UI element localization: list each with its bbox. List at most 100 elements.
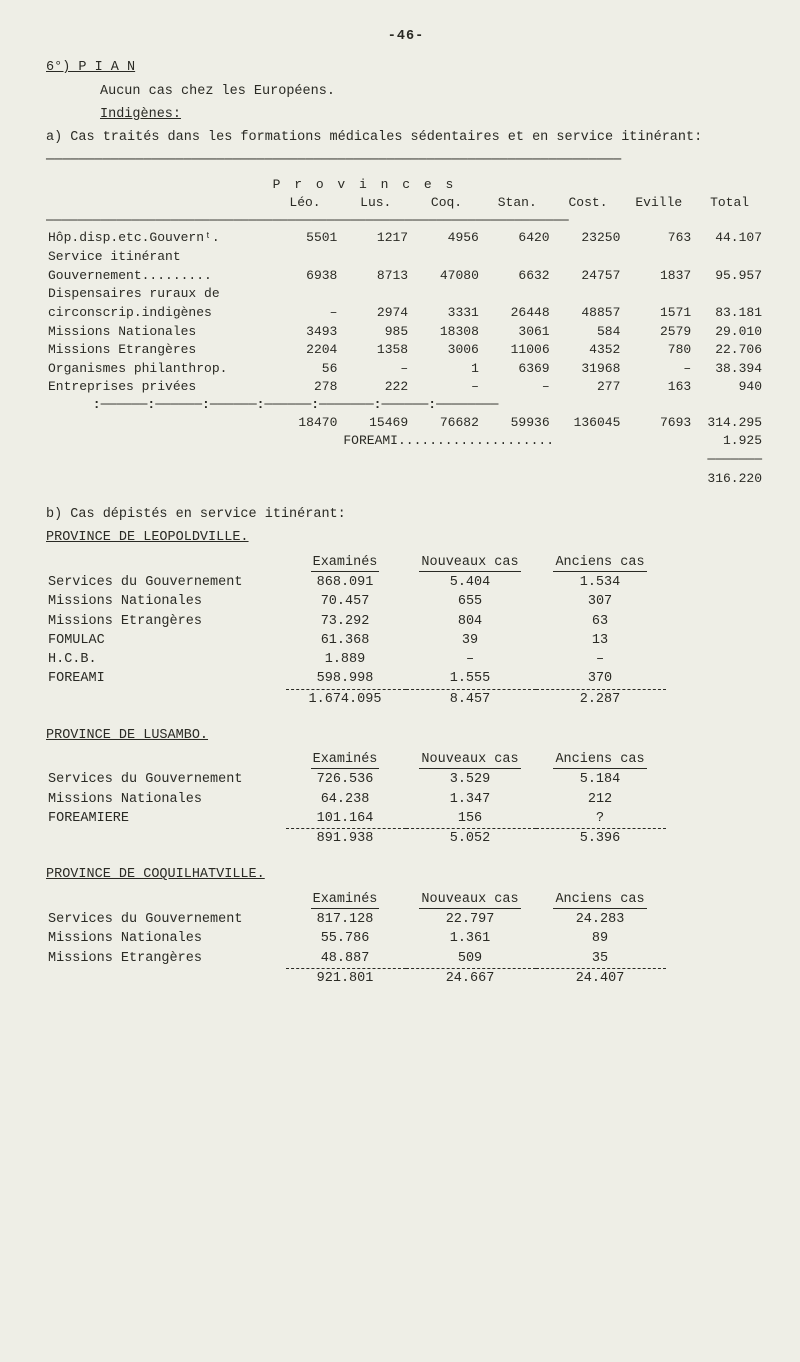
table-row: Missions Etrangères220413583006110064352… [46,341,766,360]
cell: 31968 [554,360,625,379]
cell: 1358 [341,341,412,360]
lus-s3: 5.396 [536,829,666,849]
row-label: Services du Gouvernement [46,573,286,592]
cell [624,248,695,267]
leo-s3: 2.287 [536,689,666,709]
prov-leo-table: Examinés Nouveaux cas Anciens cas Servic… [46,553,666,709]
tot-leo: 18470 [271,414,342,433]
row-label: Gouvernement......... [46,267,271,286]
row-label: Missions Nationales [46,790,286,809]
cell: 3331 [412,304,483,323]
cell: 940 [695,378,766,397]
cell: 70.457 [286,592,406,611]
table-row: Hôp.disp.etc.Gouvernᵗ.550112174956642023… [46,229,766,248]
cell: 73.292 [286,612,406,631]
cell: 1 [412,360,483,379]
cell: 763 [624,229,695,248]
cell: 4956 [412,229,483,248]
coq-h2: Nouveaux cas [406,890,536,910]
tot-eville: 7693 [624,414,695,433]
hdr-cost: Cost. [554,194,625,213]
b-heading: b) Cas dépistés en service itinérant: [46,506,766,523]
row-label: Entreprises privées [46,378,271,397]
cell: 64.238 [286,790,406,809]
cell: 307 [536,592,666,611]
cell: 24.283 [536,910,666,929]
cell: 3.529 [406,770,536,789]
cell: 101.164 [286,809,406,829]
cell: 985 [341,323,412,342]
table-row: Services du Gouvernement817.12822.79724.… [46,910,666,929]
cell: – [483,378,554,397]
rule-top: ────────────────────────────────────────… [46,152,766,169]
cell: 222 [341,378,412,397]
cell: 817.128 [286,910,406,929]
table-row: Missions Etrangères48.88750935 [46,949,666,969]
row-label: Missions Nationales [46,929,286,948]
cell: 278 [271,378,342,397]
cell: 23250 [554,229,625,248]
cell: 83.181 [695,304,766,323]
cell: 1.534 [536,573,666,592]
row-label: Missions Etrangères [46,341,271,360]
prov-leo-title: PROVINCE DE LEOPOLDVILLE. [46,530,249,545]
cell: 6369 [483,360,554,379]
lus-h3: Anciens cas [536,750,666,770]
cell: 35 [536,949,666,969]
table-row: Gouvernement.........6938871347080663224… [46,267,766,286]
grand-total: 316.220 [695,470,766,489]
row-label: circonscrip.indigènes [46,304,271,323]
leo-h2: Nouveaux cas [406,553,536,573]
cell: 22.797 [406,910,536,929]
cell: 61.368 [286,631,406,650]
row-label: Services du Gouvernement [46,770,286,789]
cell: – [412,378,483,397]
table-row: Missions Nationales349398518308306158425… [46,323,766,342]
cell [271,285,342,304]
cell: 3061 [483,323,554,342]
cell: 1217 [341,229,412,248]
coq-s3: 24.407 [536,968,666,988]
pian-heading-text: 6°) P I A N [46,60,135,75]
row-label: Hôp.disp.etc.Gouvernᵗ. [46,229,271,248]
cell: 6938 [271,267,342,286]
tot-stan: 59936 [483,414,554,433]
table-row: Missions Nationales70.457655307 [46,592,666,611]
lus-s1: 891.938 [286,829,406,849]
prov-coq-table: Examinés Nouveaux cas Anciens cas Servic… [46,890,666,988]
cell: 44.107 [695,229,766,248]
cell: 370 [536,669,666,689]
hdr-coq: Coq. [412,194,483,213]
cell [412,285,483,304]
table-row: Missions Etrangères73.29280463 [46,612,666,631]
indigenes-label: Indigènes: [100,107,181,122]
section-6-heading: 6°) P I A N [46,59,766,76]
row-label: FOREAMIERE [46,809,286,829]
cell: 655 [406,592,536,611]
leo-s1: 1.674.095 [286,689,406,709]
cell: – [406,650,536,669]
cell [483,285,554,304]
cell: 55.786 [286,929,406,948]
cell [341,248,412,267]
cell: – [624,360,695,379]
cell: ? [536,809,666,829]
row-label: Missions Nationales [46,592,286,611]
cell: 3493 [271,323,342,342]
cell: – [341,360,412,379]
leo-h1: Examinés [286,553,406,573]
cell: 47080 [412,267,483,286]
tot-lus: 15469 [341,414,412,433]
table-row: H.C.B.1.889–– [46,650,666,669]
cell [271,248,342,267]
lus-h2: Nouveaux cas [406,750,536,770]
cell: 1.889 [286,650,406,669]
cell: 584 [554,323,625,342]
table-row: Services du Gouvernement726.5363.5295.18… [46,770,666,789]
cell: 156 [406,809,536,829]
table-row: Organismes philanthrop.56–1636931968–38.… [46,360,766,379]
row-label: Missions Nationales [46,323,271,342]
prov-coq-title: PROVINCE DE COQUILHATVILLE. [46,867,265,882]
table-row: Services du Gouvernement868.0915.4041.53… [46,573,666,592]
coq-s2: 24.667 [406,968,536,988]
